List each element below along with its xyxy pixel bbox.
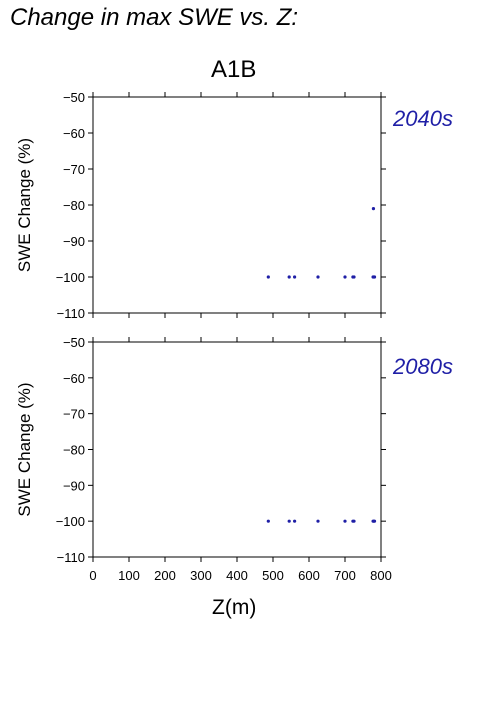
data-point	[266, 275, 270, 279]
y-tick-label: −90	[63, 478, 85, 493]
y-axis-label: SWE Change (%)	[15, 138, 34, 272]
x-tick-label: 500	[262, 568, 284, 583]
data-point	[316, 275, 320, 279]
data-point	[287, 519, 291, 523]
y-tick-label: −80	[63, 443, 85, 458]
y-tick-label: −100	[56, 514, 85, 529]
data-point	[352, 519, 356, 523]
y-axis-label: SWE Change (%)	[15, 382, 34, 516]
x-tick-label: 200	[154, 568, 176, 583]
x-tick-label: 0	[89, 568, 96, 583]
data-point	[287, 275, 291, 279]
data-point	[372, 275, 377, 279]
data-point	[352, 275, 356, 279]
plot-frame	[92, 341, 382, 558]
data-point	[372, 519, 377, 523]
y-tick-label: −70	[63, 162, 85, 177]
data-point	[293, 519, 297, 523]
x-axis-label: Z(m)	[212, 596, 257, 619]
data-point	[293, 275, 297, 279]
y-tick-label: −90	[63, 234, 85, 249]
data-point	[343, 275, 347, 279]
scenario-label: A1B	[211, 56, 257, 83]
x-tick-label: 800	[370, 568, 392, 583]
y-tick-label: −60	[63, 371, 85, 386]
y-tick-label: −50	[63, 335, 85, 350]
y-tick-label: −110	[57, 550, 85, 565]
x-tick-label: 600	[298, 568, 320, 583]
y-tick-label: −50	[63, 90, 85, 105]
x-tick-label: 700	[334, 568, 356, 583]
figure-title: Change in max SWE vs. Z:	[10, 4, 299, 31]
y-tick-label: −80	[63, 198, 85, 213]
panel-label-bottom: 2080s	[393, 354, 453, 379]
data-point	[266, 519, 270, 523]
y-tick-label: −110	[57, 306, 85, 321]
data-point	[343, 519, 347, 523]
data-point	[371, 207, 376, 211]
panel-label-top: 2040s	[393, 106, 453, 131]
x-tick-label: 400	[226, 568, 248, 583]
data-point	[316, 519, 320, 523]
y-tick-label: −100	[56, 270, 85, 285]
x-tick-label: 100	[118, 568, 140, 583]
y-tick-label: −70	[63, 407, 85, 422]
x-tick-label: 300	[190, 568, 212, 583]
plot-frame	[92, 96, 382, 314]
y-tick-label: −60	[63, 126, 85, 141]
